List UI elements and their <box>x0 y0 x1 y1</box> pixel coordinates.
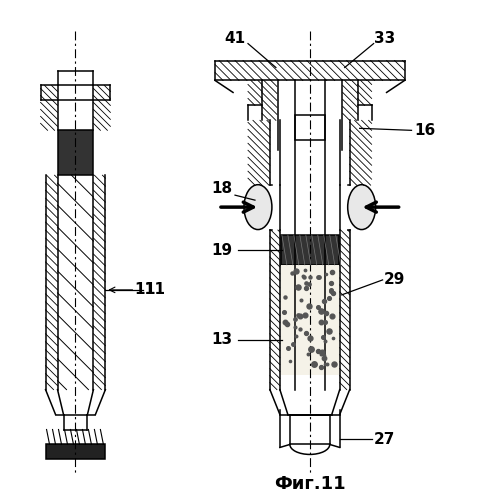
Text: 27: 27 <box>373 432 394 447</box>
Bar <box>280 265 338 374</box>
Text: 18: 18 <box>211 180 232 196</box>
Text: 33: 33 <box>373 31 394 46</box>
Text: Фиг.11: Фиг.11 <box>273 476 345 494</box>
Text: 11: 11 <box>144 282 166 298</box>
Text: 13: 13 <box>211 332 232 347</box>
Ellipse shape <box>243 184 272 230</box>
Text: 41: 41 <box>224 31 245 46</box>
Ellipse shape <box>347 184 375 230</box>
Bar <box>294 116 324 140</box>
Text: 16: 16 <box>413 123 434 138</box>
Text: 29: 29 <box>383 272 405 287</box>
Text: 11: 11 <box>135 282 155 298</box>
Bar <box>58 130 93 175</box>
Bar <box>45 444 105 460</box>
Bar <box>280 235 338 265</box>
Text: 19: 19 <box>211 242 232 258</box>
